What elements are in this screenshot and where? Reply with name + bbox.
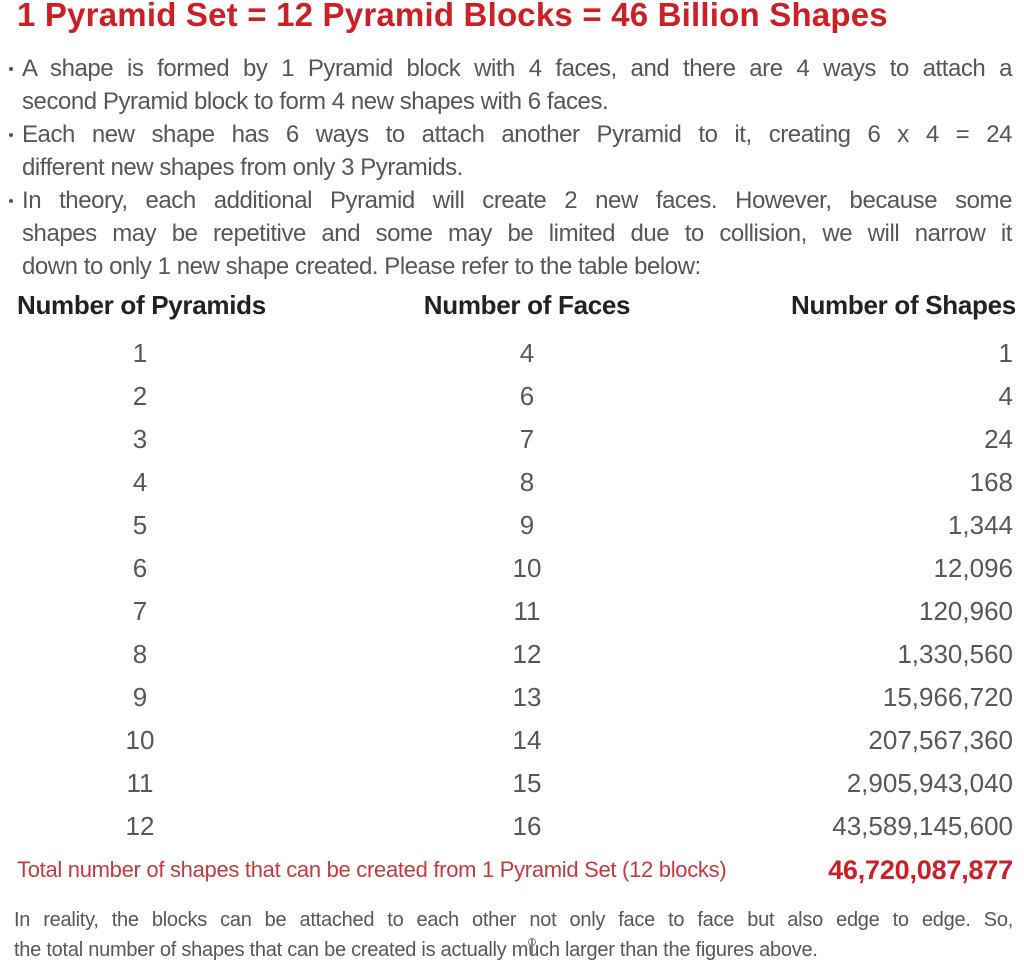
table-row: 5 9 1,344 bbox=[17, 504, 1013, 547]
table-cell: 15 bbox=[512, 768, 542, 798]
table-cell: 13 bbox=[512, 682, 542, 712]
bullet-3-line-1: In theory, each additional Pyramid will … bbox=[8, 184, 1012, 217]
table-cell: 12 bbox=[512, 639, 542, 669]
table-row: 12 16 43,589,145,600 bbox=[17, 805, 1013, 848]
footer-note: In reality, the blocks can be attached t… bbox=[14, 905, 1013, 965]
stray-mark-artifact bbox=[528, 938, 536, 954]
table-cell: 9 bbox=[519, 510, 535, 540]
total-value: 46,720,087,877 bbox=[828, 854, 1013, 885]
table-cell: 168 bbox=[969, 467, 1013, 497]
table-cell: 11 bbox=[513, 596, 541, 626]
table-header-row: Number of Pyramids Number of Faces Numbe… bbox=[17, 290, 1016, 320]
bullet-3-line-2: shapes may be repetitive and some may be… bbox=[22, 220, 1012, 247]
table-cell: 2,905,943,040 bbox=[846, 768, 1013, 798]
shapes-table: Number of Pyramids Number of Faces Numbe… bbox=[17, 290, 1016, 888]
bullet-2-line-1: Each new shape has 6 ways to attach anot… bbox=[8, 118, 1012, 151]
footer-line-2: the total number of shapes that can be c… bbox=[14, 939, 818, 961]
table-cell: 10 bbox=[512, 553, 542, 583]
table-cell: 43,589,145,600 bbox=[832, 811, 1013, 841]
table-cell: 4 bbox=[998, 381, 1013, 411]
table-cell: 4 bbox=[519, 338, 535, 368]
total-label: Total number of shapes that can be creat… bbox=[17, 857, 727, 882]
table-cell: 11 bbox=[126, 768, 154, 798]
table-cell: 1,330,560 bbox=[897, 639, 1013, 669]
table-body: 1 4 1 2 6 4 3 7 24 4 8 168 5 9 1,344 6 10 12,096 7 11 120,96… bbox=[17, 332, 1013, 848]
bullet-list: A shape is formed by 1 Pyramid block wit… bbox=[8, 52, 1012, 283]
table-cell: 207,567,360 bbox=[868, 725, 1013, 755]
bullet-2-line-2: different new shapes from only 3 Pyramid… bbox=[22, 154, 463, 181]
table-row: 7 11 120,960 bbox=[17, 590, 1013, 633]
table-cell: 5 bbox=[132, 510, 148, 540]
table-cell: 6 bbox=[519, 381, 535, 411]
table-cell: 8 bbox=[519, 467, 535, 497]
table-cell: 2 bbox=[132, 381, 148, 411]
table-row: 11 15 2,905,943,040 bbox=[17, 762, 1014, 805]
table-cell: 24 bbox=[984, 424, 1013, 454]
table-row: 8 12 1,330,560 bbox=[17, 633, 1013, 676]
table-cell: 1 bbox=[132, 338, 148, 368]
table-cell: 16 bbox=[512, 811, 542, 841]
table-cell: 1 bbox=[998, 338, 1013, 368]
table-cell: 7 bbox=[132, 596, 148, 626]
table-total-row: Total number of shapes that can be creat… bbox=[17, 852, 1013, 888]
col-header-number-of-pyramids: Number of Pyramids bbox=[17, 290, 266, 320]
table-cell: 1,344 bbox=[947, 510, 1013, 540]
table-row: 6 10 12,096 bbox=[17, 547, 1013, 590]
table-cell: 12 bbox=[125, 811, 155, 841]
table-cell: 3 bbox=[132, 424, 148, 454]
table-cell: 14 bbox=[512, 725, 542, 755]
table-cell: 4 bbox=[132, 467, 148, 497]
col-header-number-of-shapes: Number of Shapes bbox=[791, 290, 1016, 320]
table-cell: 6 bbox=[132, 553, 148, 583]
table-cell: 7 bbox=[519, 424, 535, 454]
table-cell: 12,096 bbox=[933, 553, 1013, 583]
table-cell: 10 bbox=[125, 725, 155, 755]
table-row: 2 6 4 bbox=[17, 375, 1013, 418]
bullet-3-line-3: down to only 1 new shape created. Please… bbox=[22, 253, 701, 280]
table-row: 4 8 168 bbox=[17, 461, 1013, 504]
table-cell: 15,966,720 bbox=[882, 682, 1013, 712]
table-cell: 8 bbox=[132, 639, 148, 669]
bullet-1-line-1: A shape is formed by 1 Pyramid block wit… bbox=[8, 52, 1012, 85]
table-row: 10 14 207,567,360 bbox=[17, 719, 1013, 762]
bullet-1-line-2: second Pyramid block to form 4 new shape… bbox=[22, 88, 609, 115]
table-row: 9 13 15,966,720 bbox=[17, 676, 1013, 719]
page-title: 1 Pyramid Set = 12 Pyramid Blocks = 46 B… bbox=[17, 0, 888, 33]
table-cell: 9 bbox=[132, 682, 148, 712]
table-cell: 120,960 bbox=[919, 596, 1013, 626]
col-header-number-of-faces: Number of Faces bbox=[423, 290, 631, 320]
footer-line-1: In reality, the blocks can be attached t… bbox=[14, 909, 1013, 931]
table-row: 3 7 24 bbox=[17, 418, 1013, 461]
table-row: 1 4 1 bbox=[17, 332, 1013, 375]
